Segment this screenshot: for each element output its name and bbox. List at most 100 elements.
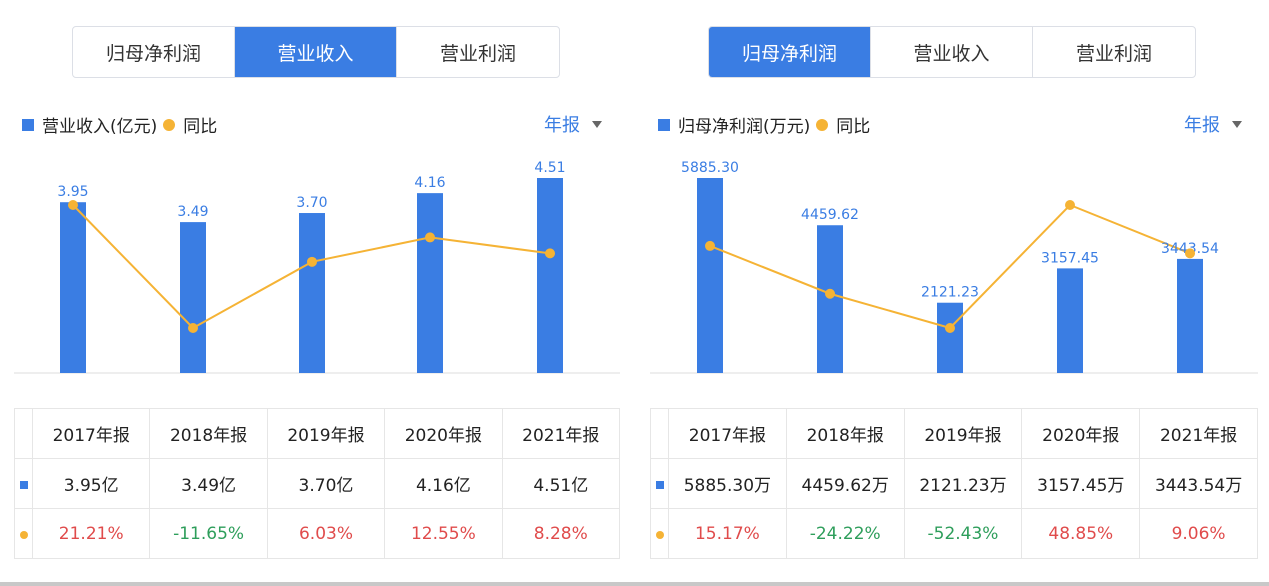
- revenue-chart: 3.95 3.49 3.70 4.16 4.51: [14, 160, 620, 374]
- table-value-cell: 4459.62万: [785, 458, 905, 509]
- bar-value-label: 4.16: [414, 175, 445, 191]
- legend-series2-label: 同比: [836, 117, 871, 137]
- yoy-point[interactable]: [1065, 200, 1075, 210]
- table-header-row: 2017年报 2018年报 2019年报 2020年报 2021年报: [650, 408, 1258, 459]
- legend-series2-label: 同比: [183, 117, 218, 137]
- table-year-cell: 2019年报: [266, 408, 386, 459]
- table-year-cell: 2021年报: [1139, 408, 1258, 459]
- bar-value-label: 2121.23: [921, 285, 979, 301]
- bar[interactable]: [299, 213, 325, 373]
- chart-legend: 归母净利润(万元) 同比: [658, 112, 870, 137]
- chart-legend: 营业收入(亿元) 同比: [22, 112, 217, 137]
- table-value-cell: 3157.45万: [1021, 458, 1141, 509]
- table-value-cell: 3.49亿: [149, 458, 268, 509]
- bar[interactable]: [180, 222, 206, 373]
- legend-line-marker: [163, 118, 176, 131]
- bar[interactable]: [1177, 258, 1203, 373]
- table-year-cell: 2018年报: [149, 408, 268, 459]
- chevron-down-icon: [1232, 120, 1242, 128]
- table-value-cell: 4.16亿: [384, 458, 503, 509]
- yoy-point[interactable]: [945, 323, 955, 333]
- yoy-point[interactable]: [425, 232, 435, 243]
- table-yoy-cell: 12.55%: [384, 508, 503, 559]
- yoy-point[interactable]: [825, 288, 835, 299]
- bar[interactable]: [537, 178, 563, 373]
- table-year-cell: 2018年报: [785, 408, 905, 459]
- yoy-point[interactable]: [545, 248, 555, 259]
- table-year-cell: 2017年报: [668, 408, 787, 459]
- bar-value-label: 5885.30: [681, 160, 739, 176]
- yoy-point[interactable]: [307, 256, 317, 267]
- table-yoy-cell: 8.28%: [501, 508, 621, 559]
- table-yoy-cell: 9.06%: [1139, 508, 1258, 559]
- table-year-cell: 2020年报: [384, 408, 503, 459]
- period-dropdown[interactable]: 年报: [1184, 111, 1242, 137]
- bottom-divider: [0, 582, 1269, 586]
- bar[interactable]: [60, 202, 86, 373]
- table-header-row: 2017年报 2018年报 2019年报 2020年报 2021年报: [14, 408, 621, 459]
- table-value-cell: 5885.30万: [668, 458, 787, 509]
- table-yoy-row: 15.17% -24.22% -52.43% 48.85% 9.06%: [650, 508, 1258, 559]
- table-value-cell: 3.70亿: [266, 458, 386, 509]
- line-marker-icon: [19, 530, 28, 539]
- table-year-cell: 2017年报: [31, 408, 151, 459]
- bar-value-label: 4.51: [534, 160, 565, 176]
- table-yoy-cell: 6.03%: [266, 508, 386, 559]
- table-value-cell: 3.95亿: [31, 458, 151, 509]
- table-yoy-cell: -11.65%: [149, 508, 268, 559]
- yoy-point[interactable]: [1185, 248, 1195, 259]
- table-year-cell: 2021年报: [501, 408, 621, 459]
- tab-revenue[interactable]: 营业收入: [235, 27, 397, 77]
- tab-operating-profit[interactable]: 营业利润: [1075, 42, 1152, 65]
- table-yoy-cell: 21.21%: [31, 508, 151, 559]
- table-value-cell: 2121.23万: [903, 458, 1023, 509]
- period-dropdown[interactable]: 年报: [544, 111, 602, 137]
- legend-line-marker: [816, 118, 829, 131]
- bar[interactable]: [937, 302, 963, 373]
- metric-tabs: 归母净利润 营业收入 营业利润: [72, 26, 560, 78]
- legend-bar-marker: [658, 118, 670, 131]
- legend-series1-label: 归母净利润(万元): [678, 117, 811, 137]
- period-label: 年报: [1184, 115, 1220, 136]
- legend-bar-marker: [22, 118, 34, 131]
- line-marker-icon: [655, 530, 664, 539]
- tab-operating-profit[interactable]: 营业利润: [439, 42, 516, 65]
- yoy-point[interactable]: [68, 200, 78, 210]
- table-yoy-cell: 15.17%: [668, 508, 787, 559]
- revenue-panel: 归母净利润 营业收入 营业利润 营业收入(亿元) 同比 年报 3.95 3.49 3…: [0, 0, 634, 586]
- legend-series1-label: 营业收入(亿元): [42, 117, 158, 137]
- yoy-point[interactable]: [705, 240, 715, 251]
- bar-value-label: 3.95: [57, 184, 88, 200]
- table-value-cell: 4.51亿: [501, 458, 621, 509]
- bar[interactable]: [1057, 268, 1083, 373]
- bar[interactable]: [417, 193, 443, 373]
- tab-net-profit[interactable]: 归母净利润: [73, 27, 235, 77]
- table-value-row: 5885.30万 4459.62万 2121.23万 3157.45万 3443…: [650, 458, 1258, 509]
- bar-value-label: 3.70: [296, 195, 327, 211]
- table-yoy-cell: -52.43%: [903, 508, 1023, 559]
- bar[interactable]: [697, 178, 723, 373]
- net-profit-table: 2017年报 2018年报 2019年报 2020年报 2021年报 5885.…: [650, 408, 1258, 559]
- table-yoy-row: 21.21% -11.65% 6.03% 12.55% 8.28%: [14, 508, 621, 559]
- period-label: 年报: [544, 115, 580, 136]
- net-profit-panel: 归母净利润 营业收入 营业利润 归母净利润(万元) 同比 年报 5885.30 4…: [634, 0, 1269, 586]
- bar-value-label: 3157.45: [1041, 250, 1099, 266]
- revenue-table: 2017年报 2018年报 2019年报 2020年报 2021年报 3.95亿…: [14, 408, 621, 559]
- table-year-cell: 2020年报: [1021, 408, 1141, 459]
- tab-revenue[interactable]: 营业收入: [871, 27, 1033, 77]
- table-yoy-cell: -24.22%: [785, 508, 905, 559]
- bar[interactable]: [817, 225, 843, 373]
- table-yoy-cell: 48.85%: [1021, 508, 1141, 559]
- bar-value-label: 3.49: [177, 204, 208, 220]
- metric-tabs: 归母净利润 营业收入 营业利润: [708, 26, 1196, 78]
- tab-net-profit[interactable]: 归母净利润: [709, 27, 871, 77]
- table-value-cell: 3443.54万: [1139, 458, 1258, 509]
- yoy-point[interactable]: [188, 323, 198, 333]
- bar-marker-icon: [655, 480, 664, 489]
- table-value-row: 3.95亿 3.49亿 3.70亿 4.16亿 4.51亿: [14, 458, 621, 509]
- chevron-down-icon: [592, 120, 602, 128]
- bar-marker-icon: [19, 480, 28, 489]
- table-year-cell: 2019年报: [903, 408, 1023, 459]
- bar-value-label: 4459.62: [801, 207, 859, 223]
